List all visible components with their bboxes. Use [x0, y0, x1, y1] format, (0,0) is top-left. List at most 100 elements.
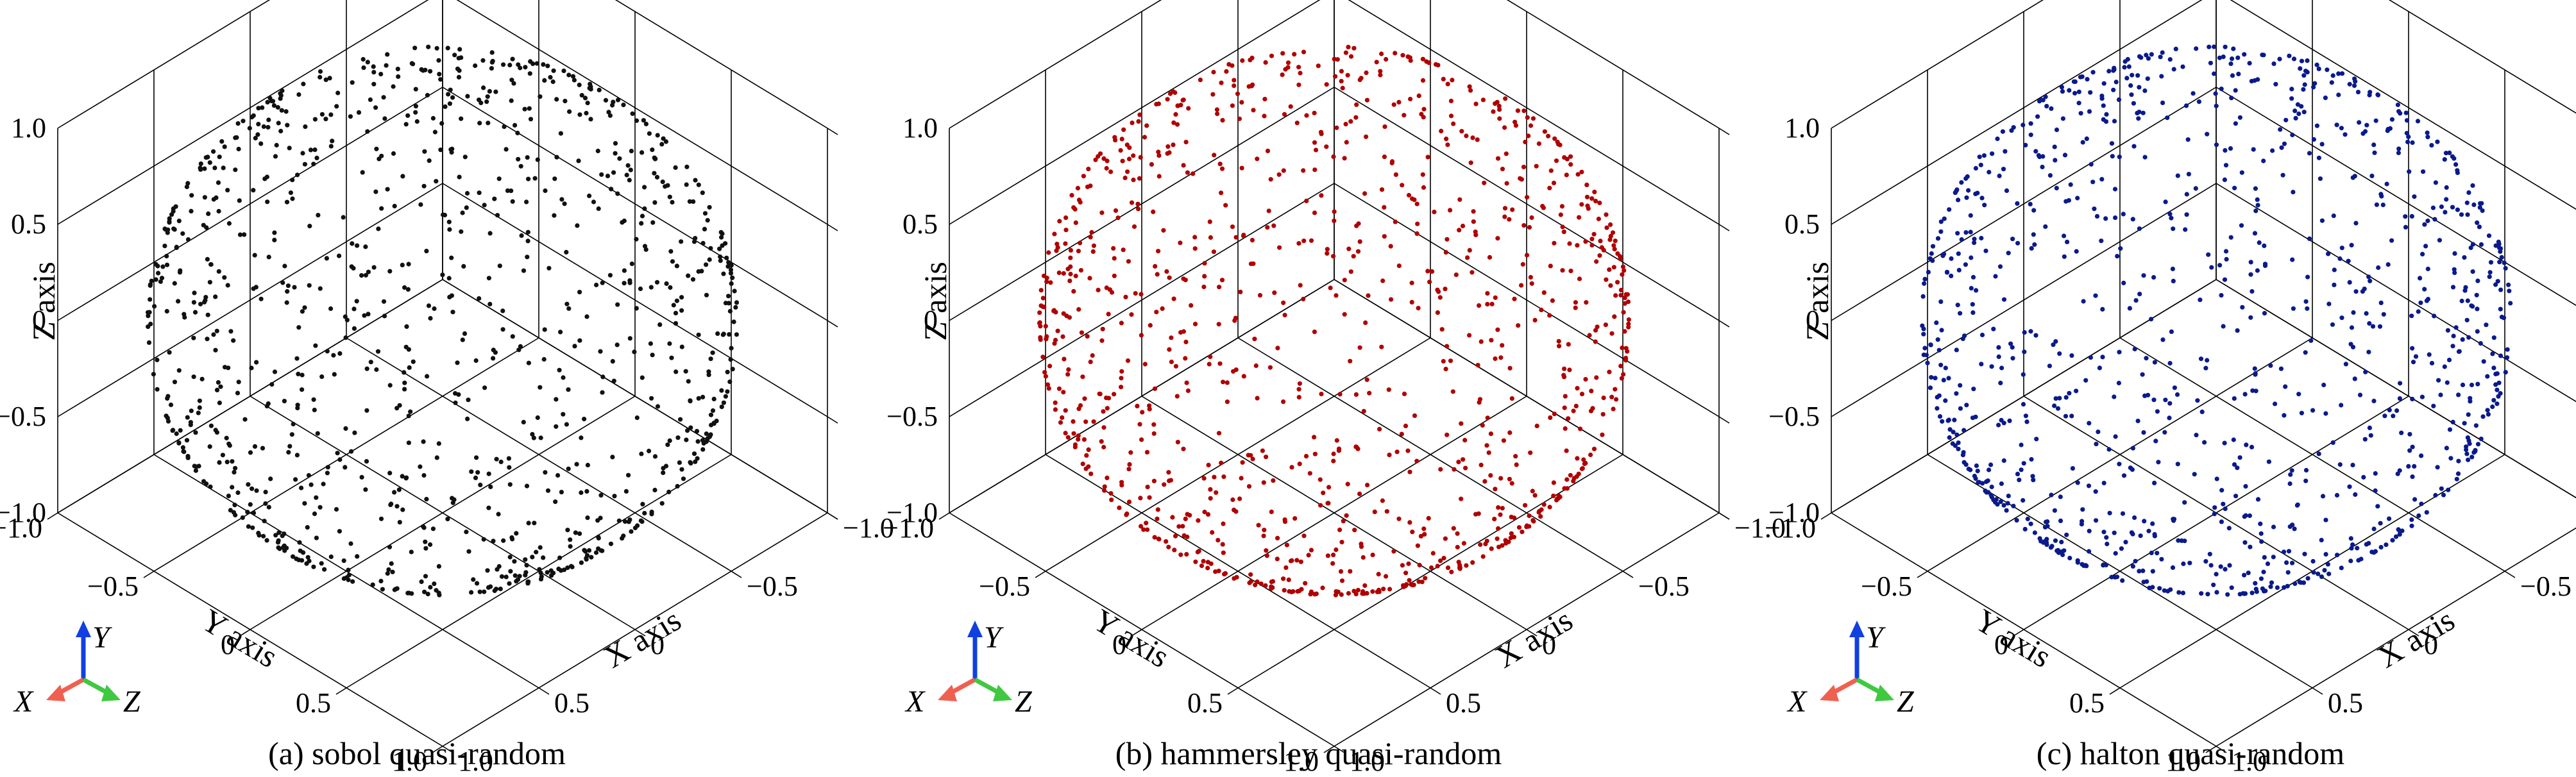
data-point: [2441, 492, 2446, 497]
x-axis-label: X axis: [1489, 601, 1579, 675]
orientation-triad: YX Z: [1786, 621, 1915, 719]
data-point: [464, 205, 469, 210]
data-point: [2262, 555, 2267, 560]
data-point: [1126, 467, 1131, 472]
y-axis-label: Y axis: [1087, 602, 1176, 675]
data-point: [1324, 144, 1329, 149]
data-point: [2412, 194, 2417, 199]
triad-z-label: Z: [123, 685, 141, 719]
data-point: [577, 531, 582, 537]
data-point: [267, 96, 273, 101]
data-point: [240, 515, 245, 521]
data-point: [1169, 359, 1174, 365]
data-point: [598, 349, 603, 354]
data-point: [385, 187, 390, 192]
data-point: [1432, 210, 1437, 215]
data-point: [2025, 516, 2030, 522]
data-point: [699, 269, 704, 274]
data-point: [335, 451, 340, 456]
data-point: [432, 306, 437, 312]
data-point: [387, 383, 393, 388]
x-tick-label: −0.5: [1638, 571, 1690, 602]
data-point: [285, 122, 290, 128]
data-point: [1136, 206, 1141, 212]
data-point: [2030, 474, 2035, 479]
data-point: [1173, 363, 1178, 369]
data-point: [489, 50, 495, 55]
triad-z-arrowhead: [101, 685, 121, 701]
data-point: [723, 241, 728, 246]
data-point: [311, 397, 316, 402]
data-point: [1588, 408, 1594, 414]
data-point: [1038, 337, 1043, 342]
data-point: [291, 554, 296, 559]
data-point: [2262, 243, 2267, 248]
data-point: [1965, 174, 1970, 179]
triad-y-arrowhead: [76, 621, 91, 637]
data-point: [2076, 101, 2081, 106]
data-point: [2331, 213, 2336, 219]
data-point: [206, 211, 211, 216]
tick-mark: [1131, 629, 1142, 637]
data-point: [1282, 588, 1287, 593]
data-point: [1118, 148, 1123, 153]
data-point: [450, 95, 455, 100]
data-point: [2137, 226, 2142, 231]
tick-mark: [1622, 571, 1634, 578]
data-point: [1587, 333, 1592, 338]
data-point: [488, 484, 493, 490]
data-point: [515, 577, 521, 582]
data-point: [1598, 238, 1603, 244]
data-point: [2149, 52, 2154, 57]
data-point: [350, 80, 355, 85]
data-point: [577, 290, 582, 295]
data-point: [2499, 255, 2504, 260]
data-point: [325, 349, 330, 354]
data-point: [2092, 206, 2097, 212]
triad-z-label: Z: [1015, 685, 1033, 719]
data-point: [1170, 515, 1175, 520]
data-point: [2361, 474, 2366, 480]
data-point: [563, 99, 568, 104]
data-point: [2404, 118, 2410, 123]
data-point: [1620, 272, 1625, 277]
data-point: [1237, 496, 1242, 501]
data-point: [575, 223, 580, 228]
data-point: [2396, 146, 2402, 151]
data-point: [374, 367, 379, 372]
data-point: [1962, 428, 1967, 433]
data-point: [2301, 73, 2307, 78]
data-point: [2094, 518, 2099, 523]
data-point: [2504, 355, 2510, 360]
data-point: [1456, 460, 1461, 465]
data-point: [2214, 590, 2219, 595]
data-point: [1353, 592, 1359, 597]
data-point: [2165, 115, 2170, 121]
data-point: [507, 555, 513, 560]
data-point: [2316, 451, 2321, 456]
data-point: [394, 406, 400, 411]
data-point: [295, 172, 300, 178]
data-point: [1625, 292, 1630, 297]
data-point: [1577, 276, 1582, 281]
data-point: [2083, 378, 2089, 383]
data-point: [477, 589, 482, 594]
data-point: [1407, 469, 1412, 474]
data-point: [1496, 505, 1501, 510]
data-point: [559, 197, 564, 202]
data-point: [397, 520, 402, 525]
data-point: [1079, 330, 1084, 335]
data-point: [711, 421, 716, 426]
data-point: [343, 465, 348, 470]
data-point: [477, 190, 482, 196]
data-point: [2149, 317, 2154, 322]
data-point: [2252, 231, 2258, 236]
data-point: [1341, 519, 1346, 524]
data-point: [370, 582, 375, 587]
y-tick-label: 0: [221, 629, 235, 660]
data-point: [2110, 154, 2115, 159]
data-point: [152, 304, 157, 309]
data-point: [2466, 335, 2471, 340]
data-point: [1052, 231, 1057, 237]
